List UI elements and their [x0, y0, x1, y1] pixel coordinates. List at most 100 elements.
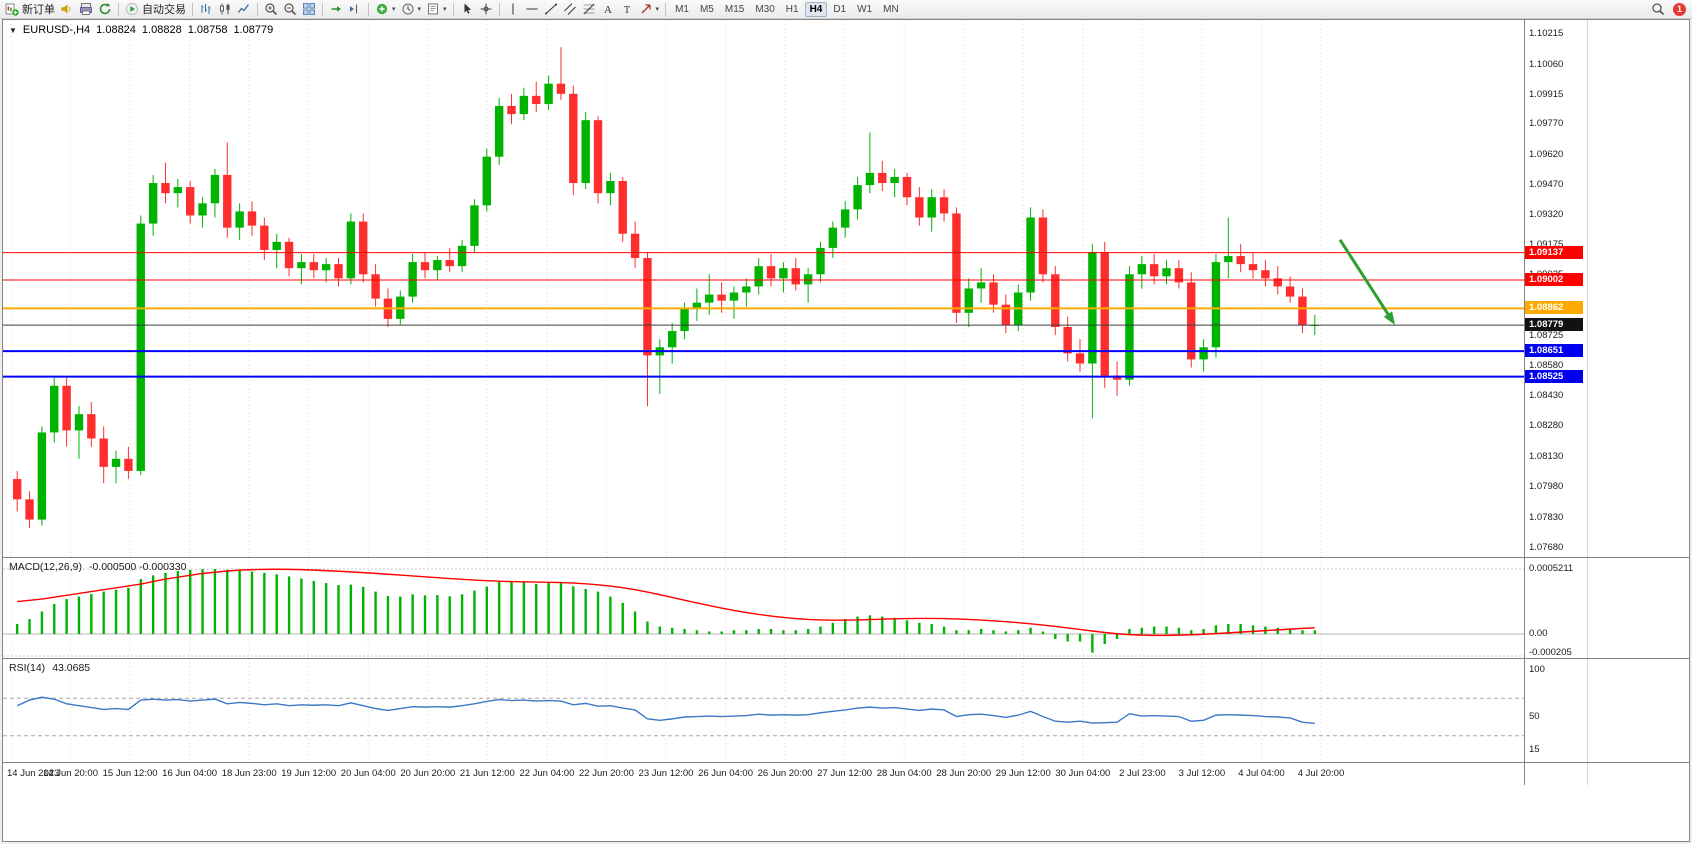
new-order-button[interactable]: 新订单 [3, 1, 57, 17]
arrows-button[interactable]: ▾ [637, 1, 662, 17]
timeframe-d1-button[interactable]: D1 [833, 3, 847, 15]
toolbar-separator [257, 2, 258, 16]
candle [1187, 282, 1196, 360]
candle [37, 432, 47, 520]
price-tick: 1.08725 [1529, 330, 1564, 342]
price-badge: 1.08779 [1525, 318, 1583, 332]
candle [136, 223, 145, 471]
candle [853, 185, 862, 210]
price-tick: 1.09175 [1529, 238, 1564, 250]
price-axis[interactable]: 1.10215 1.10060 1.09915 1.09770 1.09620 1.094… [1524, 20, 1588, 557]
candle [309, 262, 318, 271]
timeframe-m1-button[interactable]: M1 [675, 3, 689, 15]
time-tick: 30 Jun 04:00 [1055, 768, 1111, 779]
auto-scroll-icon [331, 6, 341, 12]
time-tick: 19 Jun 12:00 [281, 768, 337, 779]
zoom-out-button[interactable] [281, 1, 299, 17]
candle [445, 260, 454, 267]
time-tick: 2 Jul 23:00 [1119, 768, 1166, 779]
trendline-icon [544, 3, 557, 15]
chart-bars-button[interactable] [197, 1, 215, 17]
svg-text:A: A [604, 4, 612, 16]
rsi-label: RSI(14) 43.0685 [9, 662, 90, 674]
refresh-button[interactable] [96, 1, 114, 17]
auto-trading-button[interactable]: 自动交易 [123, 1, 188, 17]
print-button[interactable] [77, 1, 95, 17]
channel-button[interactable] [561, 1, 579, 17]
candle [828, 227, 838, 248]
time-tick: 14 Jun 2023 [7, 768, 60, 779]
vertical-line-icon [512, 3, 514, 15]
timeframe-m15-button[interactable]: M15 [724, 3, 745, 15]
timeframe-m5-button[interactable]: M5 [699, 3, 714, 15]
macd-axis[interactable]: 0.0005211 0.00 -0.000205 [1524, 558, 1588, 658]
indicators-button[interactable]: ▾ [373, 1, 398, 17]
time-tick: 3 Jul 12:00 [1178, 768, 1226, 779]
price-tick: 1.08580 [1529, 359, 1564, 371]
candle [519, 95, 529, 115]
time-axis-row: 14 Jun 2023 14 Jun 20:00 15 Jun 12:00 16 Ju… [3, 762, 1689, 785]
periods-button[interactable]: ▾ [399, 1, 424, 17]
notification-badge[interactable]: 1 [1673, 2, 1686, 16]
text-button[interactable]: A [599, 1, 617, 17]
timeframe-h1-button[interactable]: H1 [785, 3, 799, 15]
macd-pane[interactable] [3, 558, 1524, 658]
trendline-button[interactable] [542, 1, 560, 17]
horizontal-line-icon [526, 8, 538, 10]
horizontal-line-button[interactable] [523, 1, 541, 17]
candle [420, 262, 430, 271]
vertical-line-button[interactable] [504, 1, 522, 17]
sound-button[interactable] [58, 1, 76, 17]
candle [779, 268, 788, 279]
line-chart-icon [237, 4, 250, 13]
timeframe-h4-button[interactable]: H4 [804, 1, 828, 17]
timeframe-w1-button[interactable]: W1 [857, 3, 873, 15]
candle [173, 187, 183, 194]
search-button[interactable] [1649, 1, 1667, 17]
price-tick: 1.09770 [1529, 118, 1564, 130]
play-icon [125, 2, 139, 16]
candle [1063, 326, 1072, 354]
indicators-icon [376, 3, 388, 15]
candle [754, 266, 763, 287]
candle [297, 262, 306, 269]
cursor-button[interactable] [458, 1, 476, 17]
label-button[interactable]: T [618, 1, 636, 17]
time-axis[interactable]: 14 Jun 2023 14 Jun 20:00 15 Jun 12:00 16 Ju… [3, 763, 1524, 785]
rsi-value: 43.0685 [52, 662, 91, 674]
candle [124, 458, 133, 471]
chart-open-value: 1.08824 [96, 24, 136, 36]
candle [544, 83, 553, 104]
rsi-pane[interactable] [3, 659, 1524, 762]
time-tick: 28 Jun 20:00 [936, 768, 992, 779]
candle [902, 176, 912, 198]
price-pane[interactable] [3, 20, 1524, 557]
chart-shift-button[interactable] [346, 1, 364, 17]
candle [457, 245, 467, 267]
trend-arrow[interactable] [1338, 238, 1392, 319]
candle [346, 221, 356, 279]
chart-menu-caret-icon[interactable]: ▼ [9, 26, 17, 35]
chart-area: ▼ EURUSD-,H4 1.08824 1.08828 1.08758 1.0… [2, 19, 1690, 842]
rsi-axis[interactable]: 100 50 15 [1524, 659, 1588, 762]
candle [433, 260, 442, 271]
macd-tick: 0.0005211 [1529, 563, 1574, 574]
chart-candles-button[interactable] [216, 1, 234, 17]
chart-line-button[interactable] [235, 1, 253, 17]
time-tick: 29 Jun 12:00 [995, 768, 1051, 779]
templates-button[interactable]: ▾ [424, 1, 449, 17]
candle [618, 181, 627, 234]
tile-windows-button[interactable] [300, 1, 318, 17]
timeframe-mn-button[interactable]: MN [883, 3, 899, 15]
candle [766, 266, 776, 279]
candle [569, 93, 578, 184]
zoom-in-button[interactable] [262, 1, 280, 17]
fibonacci-button[interactable] [580, 1, 598, 17]
auto-scroll-button[interactable] [327, 1, 345, 17]
crosshair-button[interactable] [477, 1, 495, 17]
price-tick: 1.09620 [1529, 148, 1564, 160]
price-badge: 1.08651 [1525, 344, 1583, 358]
timeframe-m30-button[interactable]: M30 [755, 3, 775, 15]
price-tick: 1.10060 [1529, 59, 1564, 71]
time-tick: 26 Jun 04:00 [698, 768, 753, 779]
